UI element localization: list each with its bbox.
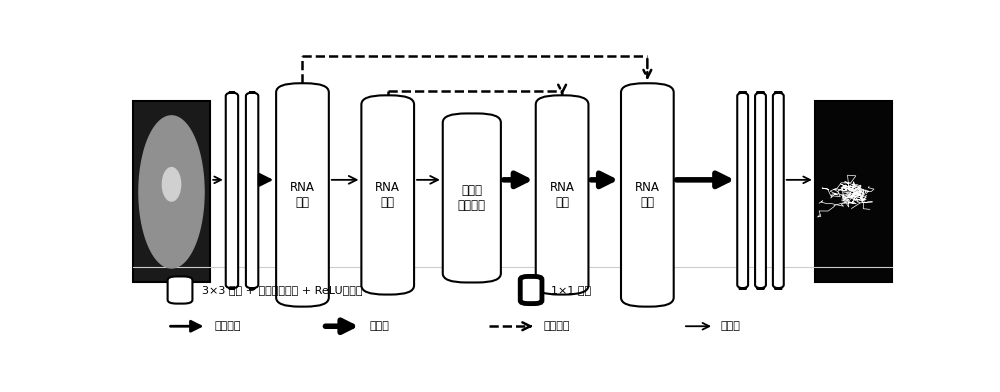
FancyBboxPatch shape: [276, 83, 329, 307]
FancyBboxPatch shape: [755, 93, 766, 289]
FancyBboxPatch shape: [737, 93, 748, 289]
Polygon shape: [162, 168, 181, 201]
Text: 数据流: 数据流: [720, 321, 740, 331]
FancyBboxPatch shape: [520, 276, 542, 303]
FancyBboxPatch shape: [621, 83, 674, 307]
Text: RNA
模块: RNA 模块: [375, 181, 400, 209]
Text: RNA
模块: RNA 模块: [290, 181, 315, 209]
Polygon shape: [139, 116, 204, 268]
Text: RNA
模块: RNA 模块: [635, 181, 660, 209]
Text: 1×1 卷积: 1×1 卷积: [551, 285, 591, 295]
Bar: [815, 102, 892, 283]
Text: 最大池化: 最大池化: [214, 321, 241, 331]
Text: 反卷积: 反卷积: [369, 321, 389, 331]
FancyBboxPatch shape: [168, 276, 192, 303]
Text: 金字塔
池化模块: 金字塔 池化模块: [458, 184, 486, 212]
Text: 3×3 卷积 + 批量归一化层 + ReLU激活层: 3×3 卷积 + 批量归一化层 + ReLU激活层: [202, 285, 362, 295]
FancyBboxPatch shape: [443, 113, 501, 283]
FancyBboxPatch shape: [773, 93, 784, 289]
Text: RNA
模块: RNA 模块: [550, 181, 575, 209]
Text: 跳跃连接: 跳跃连接: [544, 321, 570, 331]
FancyBboxPatch shape: [246, 93, 258, 289]
Bar: [133, 102, 210, 283]
FancyBboxPatch shape: [226, 93, 238, 289]
FancyBboxPatch shape: [536, 95, 588, 294]
FancyBboxPatch shape: [361, 95, 414, 294]
